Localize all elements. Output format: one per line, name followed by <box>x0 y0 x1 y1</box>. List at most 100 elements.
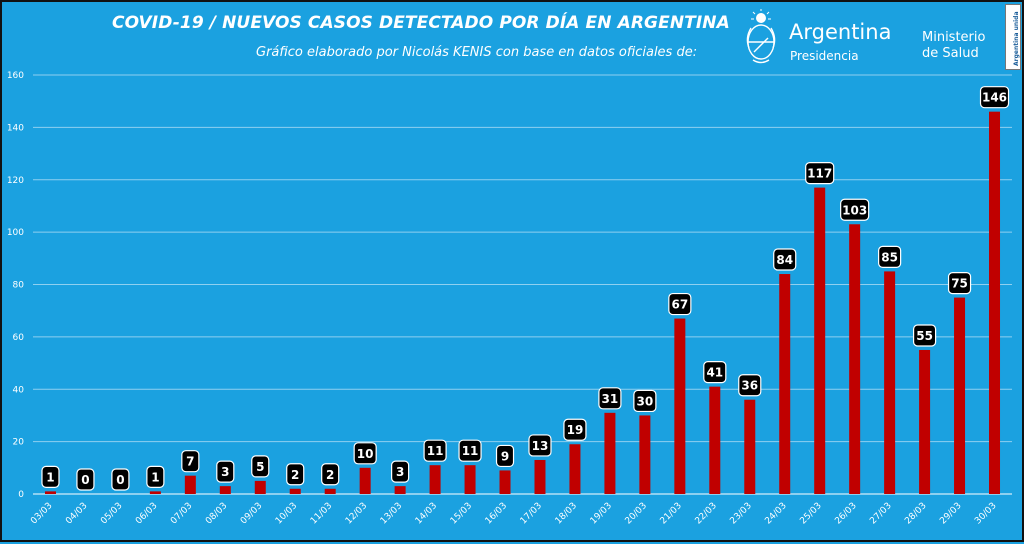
x-tick-label: 15/03 <box>449 501 474 526</box>
data-label-box <box>111 468 130 491</box>
data-label-box <box>633 389 657 413</box>
y-tick-label: 20 <box>13 438 25 448</box>
data-label-box <box>321 463 340 486</box>
data-label: 1 <box>46 470 54 484</box>
data-label: 2 <box>291 468 299 482</box>
y-tick-label: 0 <box>18 490 24 500</box>
x-tick-label: 06/03 <box>134 501 159 526</box>
x-tick-label: 24/03 <box>763 501 788 526</box>
bar <box>254 480 266 494</box>
data-label: 9 <box>501 449 509 463</box>
bar <box>359 467 371 494</box>
x-tick-label: 17/03 <box>519 501 544 526</box>
x-tick-label: 07/03 <box>169 501 194 526</box>
ministry-logo: Ministerio de Salud <box>922 30 1002 62</box>
bar <box>954 297 966 494</box>
data-label: 55 <box>916 329 933 343</box>
data-label-box <box>216 460 235 483</box>
chart-title: COVID-19 / NUEVOS CASOS DETECTADO POR DÍ… <box>112 13 730 33</box>
data-label-box <box>840 198 870 221</box>
data-label-box <box>668 292 692 316</box>
data-label: 5 <box>256 460 264 474</box>
data-label: 11 <box>462 444 479 458</box>
data-label: 36 <box>741 379 758 393</box>
argentina-logo-subname: Presidencia <box>790 49 859 63</box>
data-label: 103 <box>842 203 867 217</box>
bar <box>604 412 616 494</box>
x-tick-label: 22/03 <box>694 501 719 526</box>
bar <box>849 224 861 495</box>
data-label: 2 <box>326 468 334 482</box>
badge-text: Argentina unida <box>1013 11 1020 66</box>
x-tick-label: 05/03 <box>99 501 124 526</box>
x-tick-label: 27/03 <box>868 501 893 526</box>
x-tick-label: 14/03 <box>414 501 439 526</box>
bar <box>534 459 546 494</box>
bar <box>289 488 301 494</box>
x-tick-label: 12/03 <box>344 501 369 526</box>
data-label-box <box>563 418 587 441</box>
data-label: 13 <box>532 439 549 453</box>
x-tick-label: 28/03 <box>903 501 928 526</box>
data-label-box <box>805 162 835 185</box>
bar <box>919 349 931 494</box>
bar <box>44 491 56 494</box>
data-label: 3 <box>221 465 229 479</box>
bar <box>884 271 896 494</box>
x-tick-label: 23/03 <box>728 501 753 526</box>
data-label-box <box>146 465 165 488</box>
data-label: 31 <box>602 392 619 406</box>
data-label-box <box>979 86 1010 109</box>
data-label-box <box>947 271 972 295</box>
data-label: 30 <box>637 394 654 408</box>
x-tick-label: 29/03 <box>938 501 963 526</box>
x-tick-label: 21/03 <box>659 501 684 526</box>
data-label-box <box>738 374 762 397</box>
ministry-line-2: de Salud <box>922 46 979 61</box>
bar <box>499 470 511 494</box>
data-label: 10 <box>357 447 374 461</box>
data-label: 3 <box>396 465 404 479</box>
y-tick-label: 40 <box>13 385 25 395</box>
data-label: 85 <box>881 250 898 264</box>
y-tick-label: 140 <box>7 123 24 133</box>
data-label: 84 <box>776 253 793 267</box>
y-tick-label: 120 <box>7 176 24 186</box>
data-label-box <box>423 439 447 462</box>
data-label-box <box>458 439 482 462</box>
bar <box>149 491 161 494</box>
x-tick-label: 26/03 <box>833 501 858 526</box>
data-label-box <box>495 444 515 468</box>
bar <box>219 486 231 494</box>
data-label-box <box>598 387 622 410</box>
data-label: 146 <box>982 91 1007 105</box>
data-label-box <box>703 361 727 384</box>
x-tick-label: 30/03 <box>973 501 998 526</box>
bar <box>429 465 441 494</box>
bar <box>324 488 336 494</box>
data-label-box <box>878 245 902 269</box>
data-label-box <box>391 460 410 483</box>
data-label-box <box>286 463 305 486</box>
bar <box>814 187 826 494</box>
x-tick-label: 18/03 <box>554 501 579 526</box>
data-label-box <box>773 248 797 271</box>
x-tick-label: 03/03 <box>29 501 54 526</box>
data-label: 11 <box>427 444 444 458</box>
argentina-logo-name: Argentina <box>789 20 892 44</box>
data-label: 1 <box>151 470 159 484</box>
data-label: 41 <box>706 366 723 380</box>
data-label-box <box>76 468 95 491</box>
bar <box>674 318 686 494</box>
bar <box>184 475 196 494</box>
bar <box>779 274 791 494</box>
chart-subtitle: Gráfico elaborado por Nicolás KENIS con … <box>256 45 698 60</box>
data-label-box <box>528 434 552 457</box>
data-label-box <box>181 450 200 473</box>
data-label-box <box>251 455 270 478</box>
x-tick-label: 10/03 <box>274 501 299 526</box>
ministry-line-1: Ministerio <box>922 30 986 45</box>
data-label: 7 <box>186 455 194 469</box>
data-label: 0 <box>116 473 124 487</box>
x-tick-label: 09/03 <box>239 501 264 526</box>
